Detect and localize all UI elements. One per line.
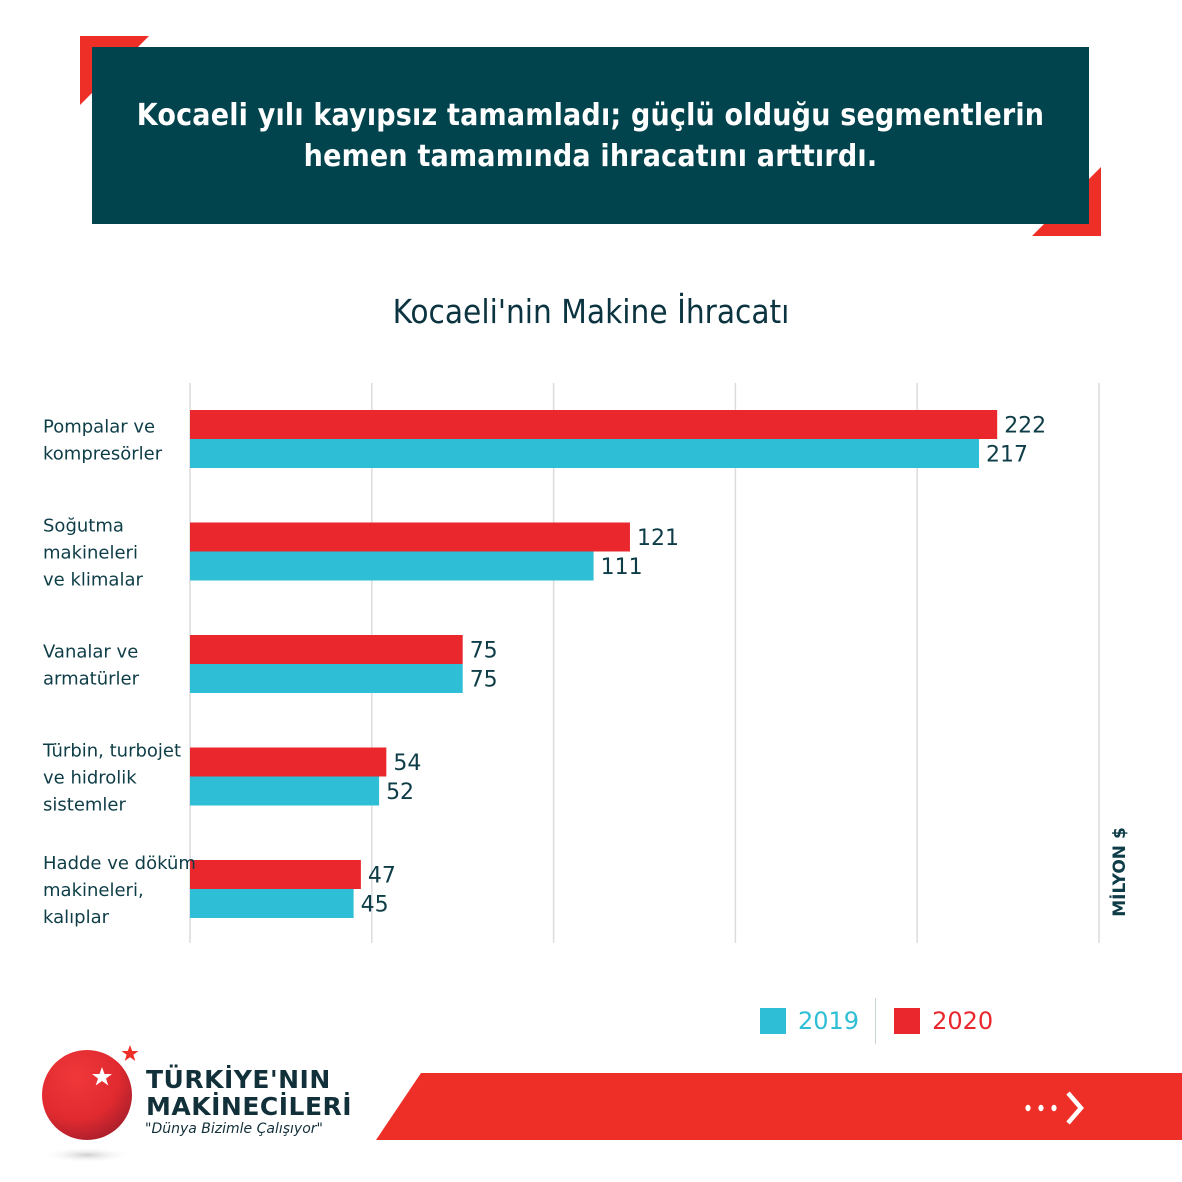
legend-label-2019: 2019 — [798, 1007, 860, 1035]
headline-line-2: hemen tamamında ihracatını arttırdı. — [303, 138, 878, 174]
legend-divider — [875, 998, 877, 1044]
star-icon — [92, 1067, 112, 1086]
x-axis-unit-label: MİLYON $ — [1110, 827, 1130, 917]
category-label-line: Hadde ve döküm — [43, 853, 196, 874]
category-label-1: Soğutma makineleri ve klimalar — [43, 516, 143, 591]
logo-title-line-2: MAKİNECİLERİ — [146, 1092, 353, 1121]
category-label-line: kompresörler — [43, 444, 163, 465]
data-label-2019-0: 217 — [986, 443, 1028, 468]
star-icon — [121, 1045, 139, 1061]
bar-2020-3 — [190, 747, 387, 777]
bar-2019-3 — [190, 776, 380, 806]
data-label-2020-3: 54 — [393, 751, 421, 776]
legend-item-2020: 2020 — [894, 1007, 993, 1035]
category-label-line: Vanalar ve — [43, 642, 138, 663]
category-label-0: Pompalar ve kompresörler — [43, 417, 163, 465]
headline: Kocaeli yılı kayıpsız tamamladı; güçlü o… — [137, 95, 1044, 177]
logo-slogan: "Dünya Bizimle Çalışıyor" — [145, 1121, 323, 1137]
category-label-4: Hadde ve döküm makineleri, kalıplar — [43, 853, 196, 928]
category-label-3: Türbin, turbojet ve hidrolik sistemler — [42, 741, 181, 816]
bar-2020-4 — [190, 860, 361, 889]
chart-title: Kocaeli'nin Makine İhracatı — [392, 292, 790, 331]
category-label-line: ve klimalar — [43, 570, 143, 591]
category-label-line: makineleri, — [43, 880, 144, 901]
logo-emblem — [42, 1045, 139, 1163]
category-label-line: Soğutma — [43, 516, 124, 537]
legend-label-2020: 2020 — [932, 1007, 994, 1035]
category-label-2: Vanalar ve armatürler — [43, 642, 140, 690]
category-label-line: Türbin, turbojet — [42, 741, 181, 762]
category-label-line: armatürler — [43, 669, 140, 690]
dots-chevron-right-icon[interactable] — [1022, 1088, 1092, 1126]
data-label-2020-1: 121 — [637, 526, 679, 551]
bar-2019-2 — [190, 664, 463, 693]
data-label-2020-0: 222 — [1004, 414, 1046, 439]
legend: 2019 2020 — [760, 998, 993, 1044]
category-label-line: makineleri — [43, 543, 138, 564]
category-label-line: ve hidrolik — [43, 768, 137, 789]
data-label-2020-4: 47 — [368, 864, 396, 889]
bar-2020-2 — [190, 635, 463, 664]
logo-title-line-1: TÜRKİYE'NIN — [146, 1065, 331, 1094]
bar-2020-0 — [190, 410, 998, 439]
data-label-2019-4: 45 — [361, 893, 389, 918]
bar-2020-1 — [190, 522, 630, 552]
bar-chart: 222 217 Pompalar ve kompresörler 121 111 Soğut… — [42, 383, 1100, 943]
data-label-2019-2: 75 — [470, 668, 498, 693]
data-label-2019-3: 52 — [386, 780, 414, 805]
data-label-2019-1: 111 — [601, 555, 643, 580]
category-label-line: kalıplar — [43, 907, 110, 928]
headline-line-1: Kocaeli yılı kayıpsız tamamladı; güçlü o… — [136, 97, 1045, 133]
bar-2019-0 — [190, 439, 980, 468]
footer-banner — [376, 1073, 1182, 1140]
category-label-line: sistemler — [43, 795, 126, 816]
bar-2019-4 — [190, 889, 354, 918]
legend-swatch-2019 — [760, 1008, 786, 1034]
logo-title: TÜRKİYE'NIN MAKİNECİLERİ — [146, 1066, 352, 1120]
legend-swatch-2020 — [894, 1008, 921, 1034]
headline-banner: Kocaeli yılı kayıpsız tamamladı; güçlü o… — [92, 47, 1089, 224]
data-label-2020-2: 75 — [470, 639, 498, 664]
category-label-line: Pompalar ve — [43, 417, 155, 438]
legend-item-2019: 2019 — [760, 1007, 859, 1035]
bar-2019-1 — [190, 551, 594, 581]
